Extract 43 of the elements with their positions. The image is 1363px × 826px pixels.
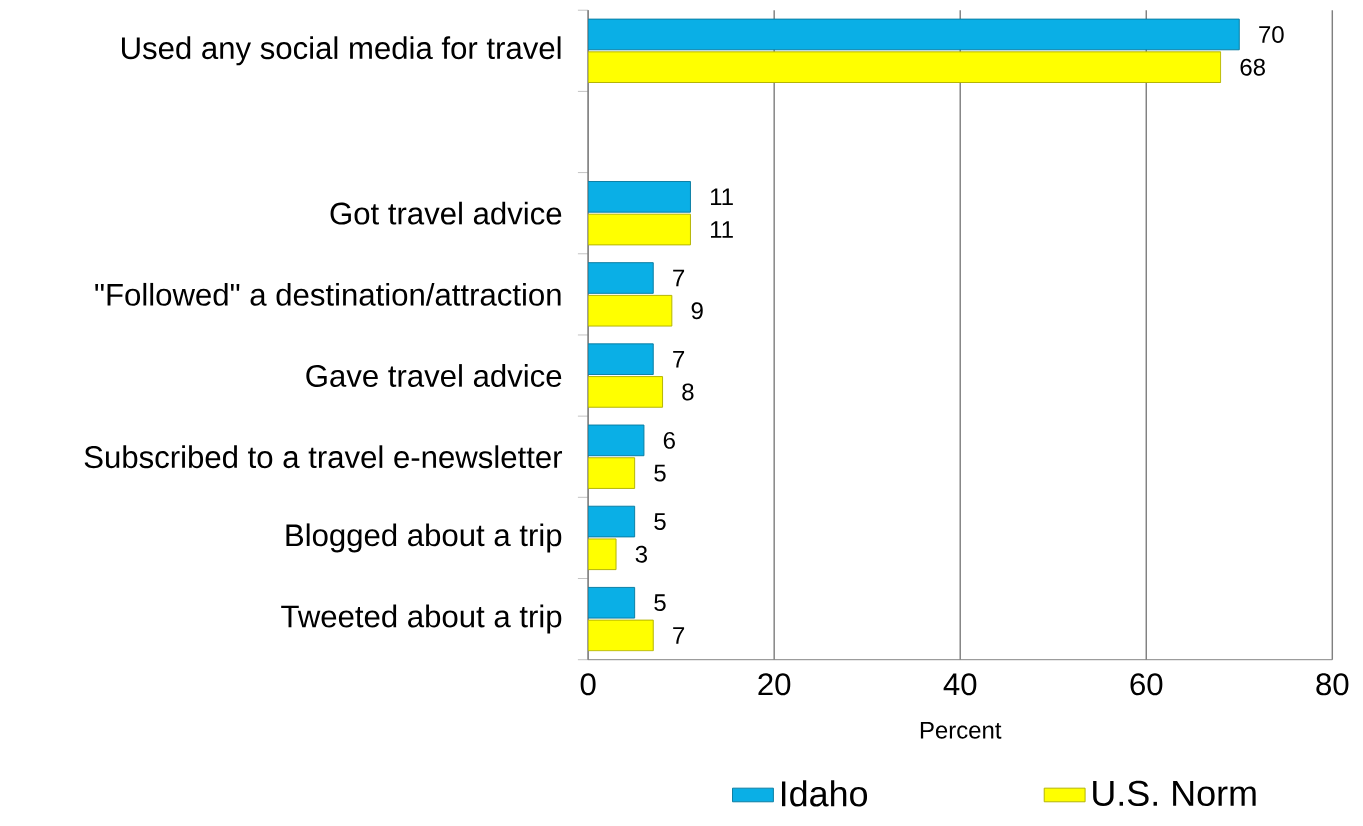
y-tick-label: "Followed" a destination/attraction xyxy=(95,282,561,306)
data-label: 11 xyxy=(710,188,733,206)
data-label: 5 xyxy=(654,513,666,530)
data-label: 5 xyxy=(654,464,666,482)
bar xyxy=(588,262,654,294)
bar xyxy=(588,457,636,489)
data-label: 7 xyxy=(673,269,685,287)
bar xyxy=(588,586,636,619)
data-label: 68 xyxy=(1240,58,1265,76)
data-label: 6 xyxy=(663,431,675,449)
data-label: 8 xyxy=(682,383,694,401)
data-label: 7 xyxy=(673,627,685,644)
bar xyxy=(588,376,664,408)
bar xyxy=(588,294,673,327)
bar xyxy=(588,538,617,571)
x-axis-title: Percent xyxy=(920,721,1002,739)
bar xyxy=(588,213,691,246)
x-tick-label: 80 xyxy=(1316,673,1349,696)
data-label: 5 xyxy=(654,594,666,612)
y-tick-label: Gave travel advice xyxy=(306,364,562,387)
legend-label: Idaho xyxy=(781,780,868,807)
x-tick-label: 60 xyxy=(1130,673,1163,696)
y-tick-label: Got travel advice xyxy=(330,201,562,225)
data-label: 3 xyxy=(635,545,648,563)
y-tick-label: Subscribed to a travel e-newsletter xyxy=(84,445,563,469)
y-tick-label: Used any social media for travel xyxy=(122,36,561,66)
bar xyxy=(588,619,654,652)
bar xyxy=(588,424,645,457)
x-tick-label: 20 xyxy=(758,673,791,696)
bar xyxy=(588,18,1240,51)
x-tick-label: 0 xyxy=(580,673,596,696)
x-tick-label: 40 xyxy=(943,673,977,696)
y-tick-label: Blogged about a trip xyxy=(286,523,562,553)
data-label: 7 xyxy=(673,350,685,368)
data-label: 70 xyxy=(1259,26,1284,43)
bar xyxy=(588,181,691,213)
bar xyxy=(588,343,654,376)
bar xyxy=(588,51,1222,83)
bar xyxy=(588,505,636,538)
y-tick-label: Tweeted about a trip xyxy=(281,604,562,634)
legend-label: U.S. Norm xyxy=(1093,780,1256,807)
data-label: 9 xyxy=(691,302,703,320)
data-label: 11 xyxy=(710,221,733,238)
